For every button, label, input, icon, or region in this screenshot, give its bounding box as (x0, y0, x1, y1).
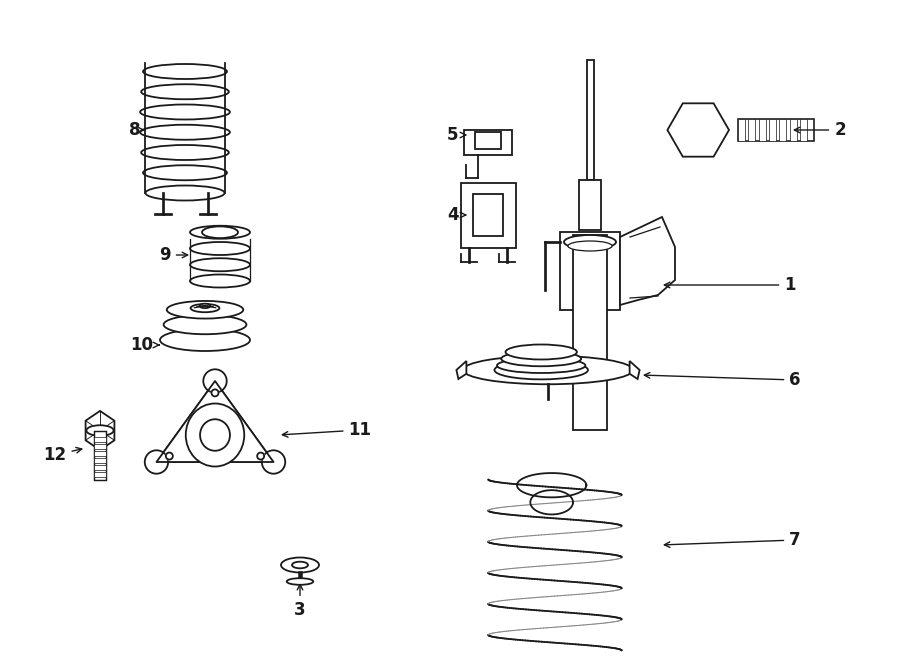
Ellipse shape (200, 303, 211, 308)
Bar (738, 120, 745, 141)
Circle shape (262, 450, 285, 474)
Ellipse shape (200, 419, 230, 451)
Polygon shape (630, 361, 640, 379)
Text: 3: 3 (294, 584, 306, 619)
Ellipse shape (146, 186, 225, 200)
Polygon shape (157, 381, 274, 462)
Bar (94, 451, 106, 455)
Bar (579, 180, 601, 230)
Ellipse shape (494, 361, 588, 379)
Ellipse shape (506, 344, 577, 360)
Bar (94, 444, 106, 449)
Ellipse shape (185, 403, 244, 467)
Text: 6: 6 (644, 371, 801, 389)
Bar (573, 235, 607, 430)
Ellipse shape (141, 145, 229, 160)
Ellipse shape (568, 241, 612, 251)
Ellipse shape (287, 578, 313, 585)
Ellipse shape (166, 301, 243, 319)
Bar (800, 120, 807, 141)
Bar (94, 465, 106, 470)
Circle shape (166, 453, 173, 459)
Text: 11: 11 (283, 421, 372, 439)
Ellipse shape (564, 235, 616, 249)
Ellipse shape (140, 104, 230, 120)
Bar (789, 120, 796, 141)
Ellipse shape (86, 425, 113, 436)
Bar (94, 472, 106, 477)
Bar (769, 120, 776, 141)
Text: 10: 10 (130, 336, 159, 354)
Bar (464, 130, 512, 155)
Bar (587, 60, 593, 180)
Bar (759, 120, 766, 141)
Ellipse shape (463, 356, 633, 384)
Text: 9: 9 (159, 246, 188, 264)
Ellipse shape (143, 165, 227, 180)
Text: 12: 12 (43, 446, 82, 464)
Bar (94, 458, 106, 463)
Bar (472, 194, 503, 236)
Text: 2: 2 (795, 121, 846, 139)
Circle shape (203, 369, 227, 393)
Bar (779, 120, 787, 141)
Ellipse shape (497, 358, 585, 373)
Ellipse shape (160, 329, 250, 351)
Bar (461, 182, 516, 247)
Circle shape (257, 453, 265, 459)
Ellipse shape (202, 227, 238, 238)
Text: 5: 5 (447, 126, 465, 144)
Bar (474, 132, 501, 149)
Polygon shape (668, 103, 729, 157)
Text: 8: 8 (130, 121, 144, 139)
Text: 1: 1 (664, 276, 796, 294)
Bar (94, 437, 106, 442)
Bar (94, 430, 106, 479)
Ellipse shape (190, 274, 250, 288)
Ellipse shape (190, 258, 250, 271)
Ellipse shape (501, 351, 581, 366)
Ellipse shape (191, 304, 220, 312)
Polygon shape (157, 381, 274, 462)
Text: 4: 4 (447, 206, 465, 224)
Ellipse shape (143, 64, 227, 79)
Ellipse shape (141, 84, 229, 99)
Polygon shape (86, 411, 114, 450)
Ellipse shape (140, 125, 230, 139)
Circle shape (212, 389, 219, 397)
Bar (748, 120, 755, 141)
Ellipse shape (190, 242, 250, 255)
Ellipse shape (190, 226, 250, 239)
Ellipse shape (281, 557, 319, 572)
Text: 7: 7 (664, 531, 801, 549)
Ellipse shape (164, 315, 247, 334)
Bar (560, 232, 620, 310)
Bar (738, 120, 815, 141)
Polygon shape (456, 361, 466, 379)
Circle shape (145, 450, 168, 474)
Polygon shape (620, 217, 675, 305)
Ellipse shape (292, 562, 308, 568)
